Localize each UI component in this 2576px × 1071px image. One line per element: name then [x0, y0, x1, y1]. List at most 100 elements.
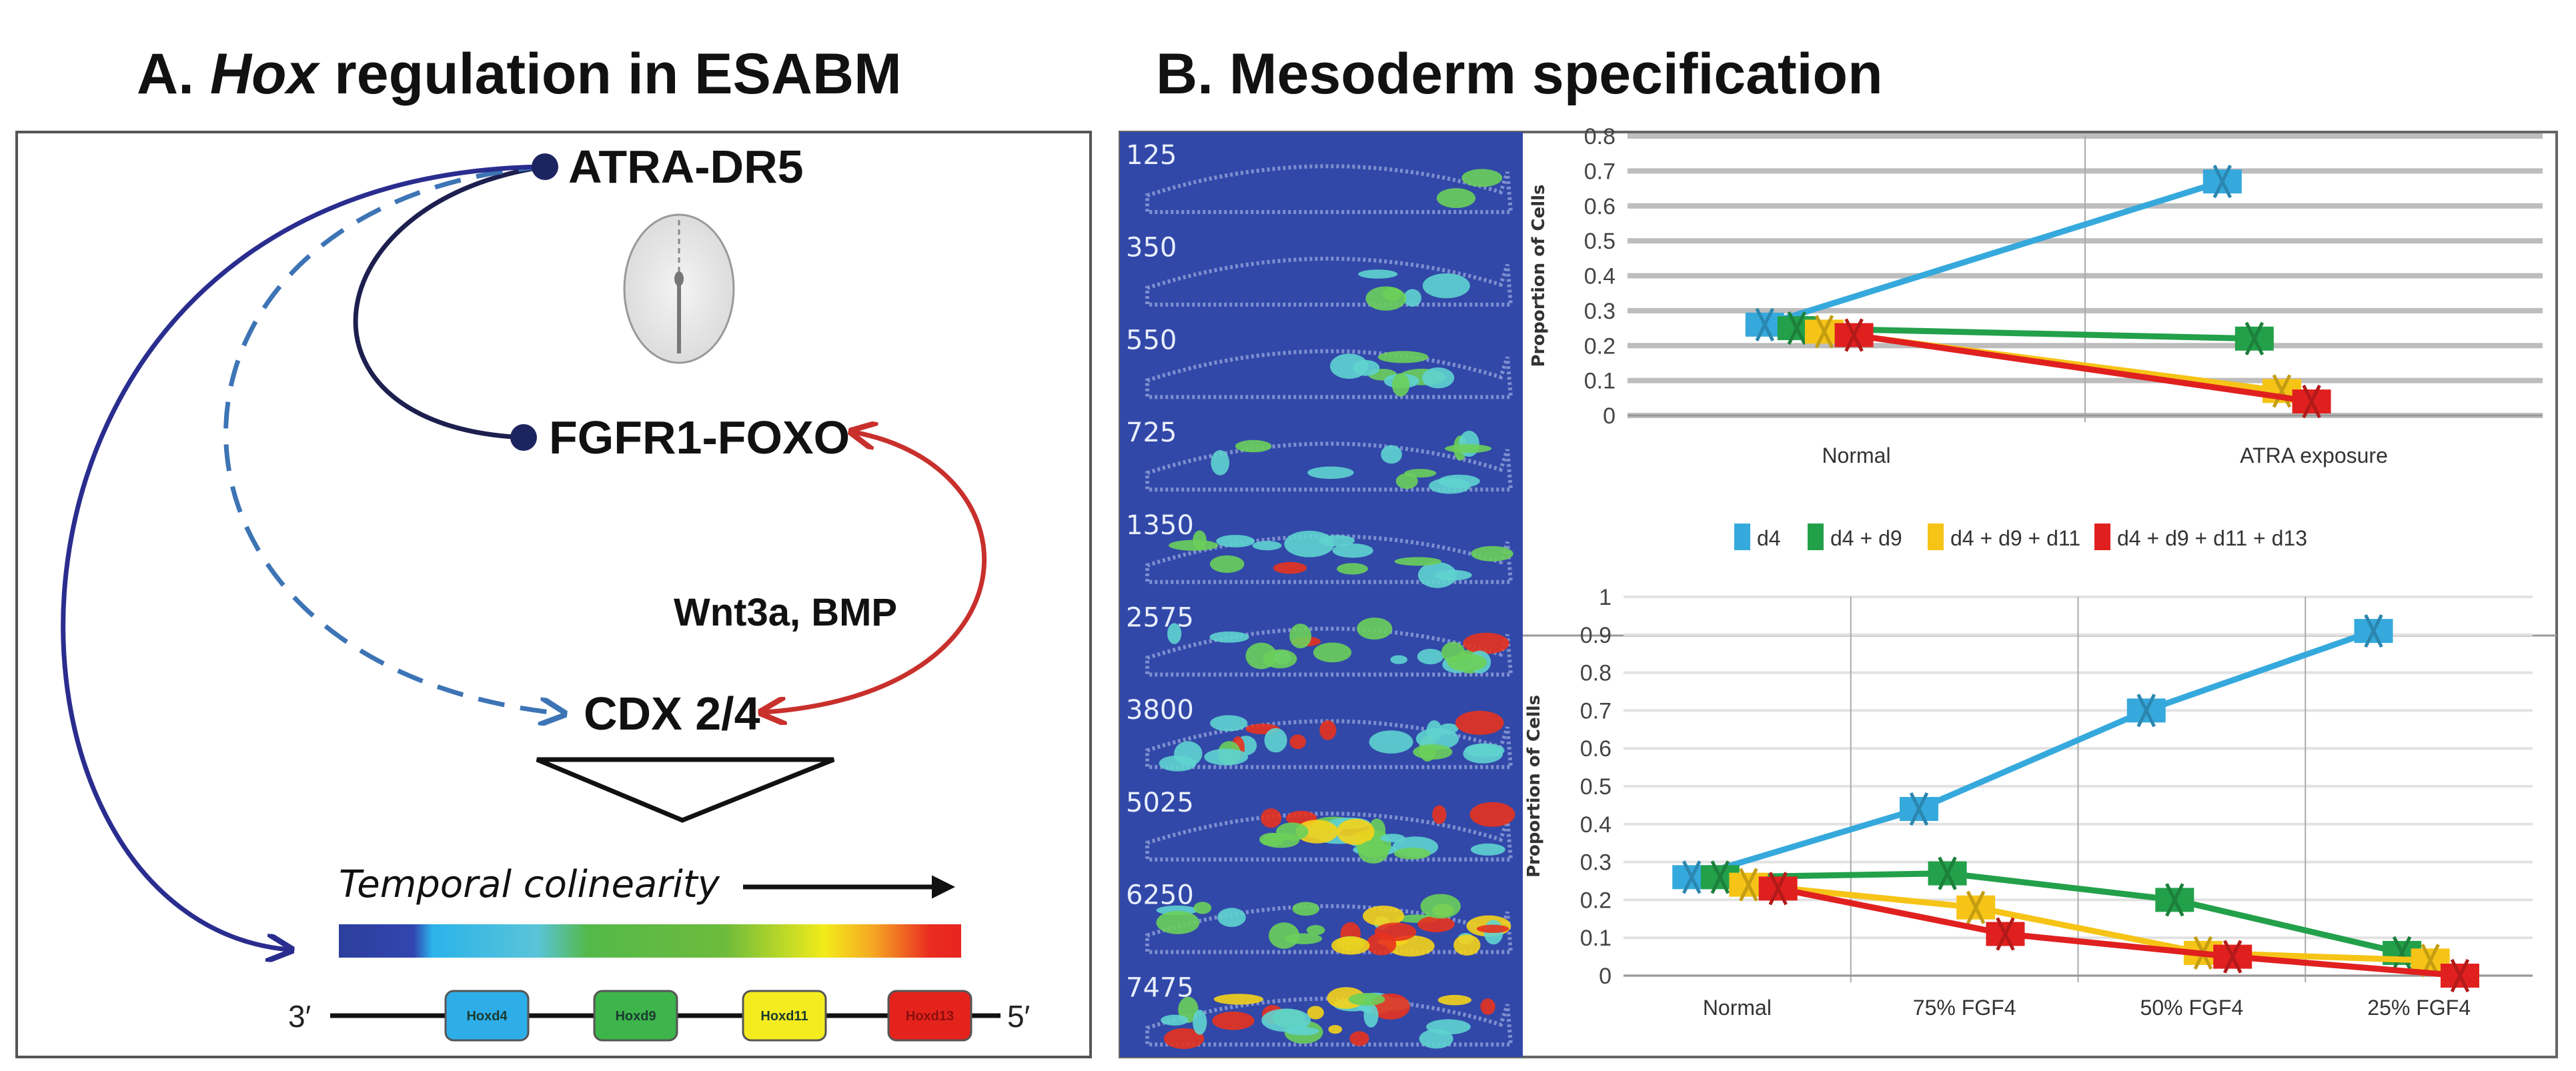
gene-box-hoxd11: [742, 990, 827, 1042]
expression-blob: [1417, 562, 1457, 588]
y-tick-label: 0.1: [1584, 369, 1616, 394]
y-tick-label: 0.3: [1580, 850, 1612, 876]
embryo-outline: [1145, 626, 1513, 677]
data-point-cross: [2222, 940, 2242, 974]
expression-blob: [1363, 905, 1405, 927]
expression-blob: [1289, 734, 1306, 750]
fgfr1-node-dot: [510, 424, 537, 451]
series-line-1: [1690, 628, 2375, 880]
expression-blob: [1441, 642, 1465, 663]
expansion-triangle: [536, 757, 835, 823]
data-point-cross: [1755, 307, 1775, 341]
expression-blob: [1391, 373, 1410, 397]
legend-label: d4 + d9: [1830, 526, 1902, 550]
cdx-label: CDX 2/4: [584, 688, 760, 740]
expression-blob: [1161, 1014, 1189, 1026]
atra-hox-arrow: [61, 164, 546, 950]
three-prime-label: 3′: [288, 999, 311, 1034]
expression-blob: [1349, 1031, 1369, 1046]
expression-blob: [1319, 720, 1337, 740]
y-axis-label: Proportion of Cells: [1524, 695, 1544, 878]
expression-blob: [1471, 546, 1513, 562]
data-point-marker: [2213, 944, 2252, 969]
y-tick-label: 1: [1599, 585, 1612, 610]
expression-blob: [1357, 618, 1393, 640]
expression-blob: [1337, 563, 1369, 575]
expression-blob: [1393, 848, 1431, 860]
y-tick-label: 0.6: [1580, 736, 1612, 762]
expression-blob: [1289, 624, 1312, 649]
expression-blob: [1264, 728, 1287, 753]
expression-blob: [1213, 994, 1264, 1005]
expression-blob: [1331, 936, 1370, 955]
gene-box-hoxd9: [593, 990, 678, 1042]
expression-blob: [1480, 998, 1495, 1015]
x-category-label: 25% FGF4: [2367, 996, 2471, 1020]
legend-swatch-1: [1734, 523, 1750, 550]
y-tick-label: 0.2: [1584, 333, 1616, 359]
y-tick-label: 0.1: [1580, 926, 1612, 951]
timepoint-label: 1350: [1126, 510, 1194, 541]
data-point-cross: [1710, 860, 1730, 894]
timepoint-label: 550: [1126, 325, 1177, 355]
y-tick-label: 0.5: [1584, 229, 1616, 254]
expression-blob: [1421, 367, 1455, 389]
atra-dr5-label: ATRA-DR5: [568, 141, 804, 193]
expression-blob: [1417, 648, 1444, 665]
y-tick-label: 0.2: [1580, 888, 1612, 913]
x-category-label: 75% FGF4: [1913, 996, 2016, 1020]
x-category-label: Normal: [1703, 996, 1772, 1020]
expression-blob: [1235, 439, 1272, 453]
signal-label: Wnt3a, BMP: [674, 591, 897, 634]
expression-blob: [1307, 1006, 1324, 1020]
data-point-cross: [2364, 614, 2383, 648]
expression-blob: [1276, 822, 1309, 841]
data-point-marker: [1928, 861, 1967, 886]
x-category-label: Normal: [1822, 443, 1890, 467]
panel-a-frame: [15, 131, 1092, 1058]
legend-label: d4 + d9 + d11: [1950, 526, 2080, 550]
data-point-cross: [2212, 164, 2232, 199]
y-tick-label: 0.3: [1584, 299, 1616, 324]
expression-blob: [1216, 535, 1255, 548]
expression-blob: [1259, 832, 1285, 846]
data-point-cross: [2272, 374, 2292, 408]
atra-fgfr1-link: [353, 164, 546, 440]
y-tick-label: 0.8: [1580, 661, 1612, 686]
gene-box-hoxd4: [444, 990, 530, 1042]
data-point-cross: [1787, 311, 1807, 345]
legend-swatch-2: [1808, 523, 1824, 550]
five-prime-label: 5′: [1007, 999, 1030, 1034]
expression-blob: [1363, 1004, 1379, 1028]
expression-blob: [1420, 894, 1461, 919]
data-point-cross: [1682, 860, 1702, 894]
embryo-icon: [623, 213, 735, 364]
timepoint-label: 7475: [1126, 972, 1194, 1003]
expression-blob: [1212, 1011, 1255, 1030]
expression-blob: [1292, 902, 1320, 916]
y-tick-label: 0.4: [1580, 812, 1612, 838]
hoxd-gene-cluster: 3′ 5′ Hoxd4 Hoxd9 Hoxd11 Hoxd13: [288, 990, 1030, 1042]
data-point-cross: [1768, 872, 1788, 906]
expression-blob: [1269, 922, 1300, 949]
y-tick-label: 0.9: [1580, 623, 1612, 648]
expression-blob: [1469, 802, 1515, 827]
data-point-cross: [2392, 936, 2412, 970]
expression-blob: [1252, 541, 1282, 551]
series-line-4: [1853, 332, 2313, 405]
expression-blob: [1306, 925, 1325, 936]
expression-blob: [1210, 555, 1245, 573]
y-tick-label: 0.6: [1584, 194, 1616, 219]
timepoint-label: 350: [1126, 233, 1177, 263]
atra-node-dot: [532, 153, 558, 180]
panel-b-title: B. Mesoderm specification: [1156, 42, 1883, 106]
expression-blob: [1419, 1029, 1453, 1049]
expression-blob: [1432, 805, 1447, 824]
y-tick-label: 0.4: [1584, 264, 1616, 289]
expression-blob: [1365, 286, 1407, 311]
embryo-outline: [1145, 349, 1513, 399]
data-point-cross: [1739, 868, 1758, 902]
embryo-outline: [1145, 256, 1513, 307]
series-line-4: [1777, 885, 2461, 979]
expression-blob: [1417, 916, 1455, 932]
